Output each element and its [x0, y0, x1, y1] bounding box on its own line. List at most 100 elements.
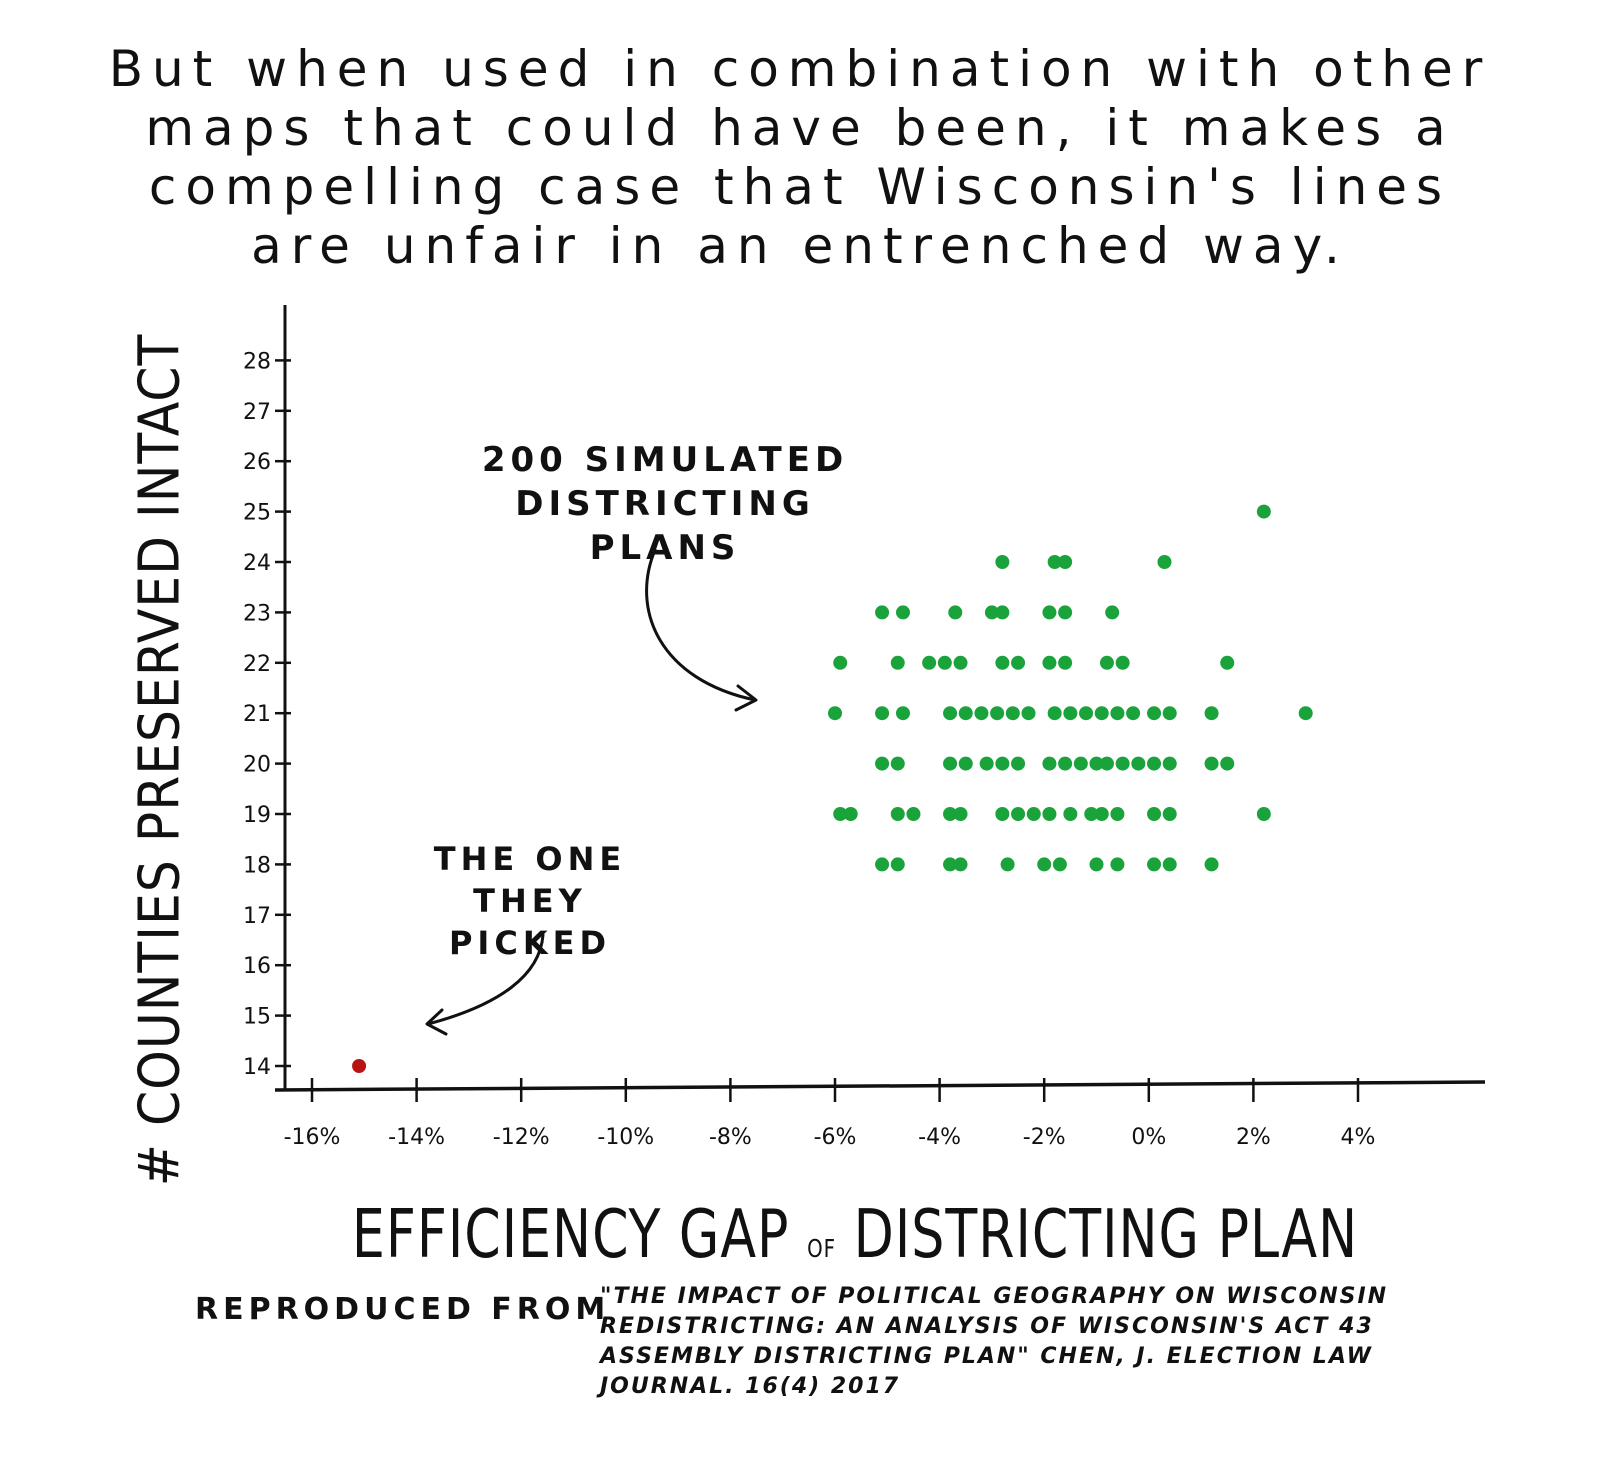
simulated-plan-point — [1042, 807, 1057, 821]
x-axis-label-part1: EFFICIENCY GAP — [351, 1194, 790, 1274]
simulated-plan-point — [1110, 706, 1125, 721]
simulated-plan-point — [1052, 857, 1067, 872]
simulated-plan-point — [833, 807, 848, 821]
simulated-plan-point — [1157, 555, 1172, 569]
simulated-plan-point — [990, 706, 1005, 721]
simulated-plan-point — [1162, 706, 1177, 721]
simulated-plan-point — [922, 655, 937, 670]
y-tick-label: 24 — [243, 551, 271, 576]
simulated-plan-point — [1021, 706, 1036, 721]
x-axis-label-of: OF — [807, 1235, 837, 1264]
simulated-plan-point — [1011, 655, 1026, 670]
x-tick-label: -12% — [493, 1125, 550, 1150]
simulated-plan-point — [1147, 857, 1162, 872]
citation: "THE IMPACT OF POLITICAL GEOGRAPHY ON WI… — [600, 1282, 1400, 1402]
simulated-plan-point — [1026, 807, 1041, 821]
picked-plan-point — [352, 1059, 367, 1073]
simulated-plan-point — [1063, 706, 1078, 721]
annotation-arrows — [425, 548, 758, 1036]
simulated-plan-point — [943, 857, 958, 872]
x-axis-title: EFFICIENCY GAP OF DISTRICTING PLAN — [330, 1195, 1380, 1273]
x-tick-label: -6% — [814, 1125, 857, 1150]
simulated-plan-point — [1105, 605, 1120, 620]
simulated-plan-point — [1147, 756, 1162, 771]
simulated-plan-point — [1204, 857, 1219, 872]
arrow-to-simulated — [645, 548, 757, 702]
simulated-plan-point — [1042, 756, 1057, 771]
simulated-plan-point — [1073, 756, 1088, 771]
headline-line: are unfair in an entrenched way. — [251, 217, 1349, 275]
citation-line: JOURNAL. 16(4) 2017 — [600, 1374, 901, 1399]
simulated-plan-point — [890, 857, 905, 872]
x-tick-label: -14% — [388, 1125, 445, 1150]
simulated-plan-point — [1011, 756, 1026, 771]
y-tick-label: 26 — [243, 450, 271, 475]
y-tick-label: 27 — [243, 400, 271, 425]
simulated-plan-point — [890, 655, 905, 670]
simulated-plan-point — [1063, 807, 1078, 821]
simulated-plan-point — [906, 807, 921, 821]
simulated-plan-point — [1058, 756, 1073, 771]
simulated-plan-point — [1256, 504, 1271, 519]
simulated-plan-point — [1084, 807, 1099, 821]
simulated-plan-point — [1047, 706, 1062, 721]
simulated-plan-point — [890, 807, 905, 821]
simulated-plan-point — [1298, 706, 1313, 721]
simulated-plan-point — [1131, 756, 1146, 771]
x-tick-label: 0% — [1131, 1125, 1166, 1150]
simulated-plan-point — [995, 555, 1010, 569]
simulated-plan-point — [958, 756, 973, 771]
simulated-plan-point — [1058, 655, 1073, 670]
simulated-plan-point — [1005, 706, 1020, 721]
headline-line: compelling case that Wisconsin's lines — [148, 158, 1452, 216]
arrowhead-simulated — [734, 684, 758, 712]
simulated-plan-point — [1162, 807, 1177, 821]
simulated-plan-point — [1094, 706, 1109, 721]
simulated-plan-point — [1011, 807, 1026, 821]
y-tick-label: 15 — [243, 1005, 271, 1030]
arrowhead-picked — [425, 1008, 448, 1036]
y-tick-label: 25 — [243, 501, 271, 526]
x-tick-label: -10% — [597, 1125, 654, 1150]
simulated-plan-point — [1089, 857, 1104, 872]
x-tick-label: -2% — [1023, 1125, 1066, 1150]
simulated-plan-point — [1099, 756, 1114, 771]
simulated-plan-point — [979, 756, 994, 771]
tick-group: -16% -14% -12% -10% -8% -6% -4% -2% 0% 2% 4% 14 15 16… — [243, 349, 1375, 1150]
y-tick-label: 28 — [243, 349, 271, 374]
annotation-simulated-line: 200 SIMULATED — [481, 440, 849, 480]
simulated-plan-point — [1079, 706, 1094, 721]
x-axis-label-part2: DISTRICTING PLAN — [853, 1194, 1359, 1274]
y-tick-label: 23 — [243, 601, 271, 626]
simulated-plan-point — [1047, 555, 1062, 569]
y-tick-label: 21 — [243, 702, 271, 727]
simulated-plan-point — [1162, 857, 1177, 872]
headline-line: maps that could have been, it makes a — [145, 99, 1455, 157]
y-tick-label: 22 — [243, 652, 271, 677]
simulated-plan-point — [948, 605, 963, 620]
simulated-plan-point — [875, 756, 890, 771]
simulated-plan-point — [1220, 756, 1235, 771]
y-tick-label: 20 — [243, 753, 271, 778]
simulated-plan-point — [937, 655, 952, 670]
annotation-picked-line: THEY PICKED — [448, 882, 612, 962]
points-group — [352, 504, 1313, 1073]
simulated-plan-point — [1147, 807, 1162, 821]
simulated-plan-point — [875, 605, 890, 620]
simulated-plan-point — [1162, 756, 1177, 771]
simulated-plan-point — [943, 706, 958, 721]
simulated-plan-point — [895, 605, 910, 620]
simulated-plan-point — [984, 605, 999, 620]
simulated-plan-point — [1147, 706, 1162, 721]
simulated-plan-point — [1058, 605, 1073, 620]
citation-line: REDISTRICTING: AN ANALYSIS OF WISCONSIN'… — [600, 1314, 1374, 1339]
axes — [274, 305, 1486, 1092]
simulated-plan-point — [1037, 857, 1052, 872]
simulated-plan-point — [1220, 655, 1235, 670]
y-tick-label: 18 — [243, 853, 271, 878]
simulated-plan-point — [833, 655, 848, 670]
simulated-plan-point — [1094, 807, 1109, 821]
x-tick-label: -16% — [284, 1125, 341, 1150]
x-tick-label: 2% — [1236, 1125, 1271, 1150]
